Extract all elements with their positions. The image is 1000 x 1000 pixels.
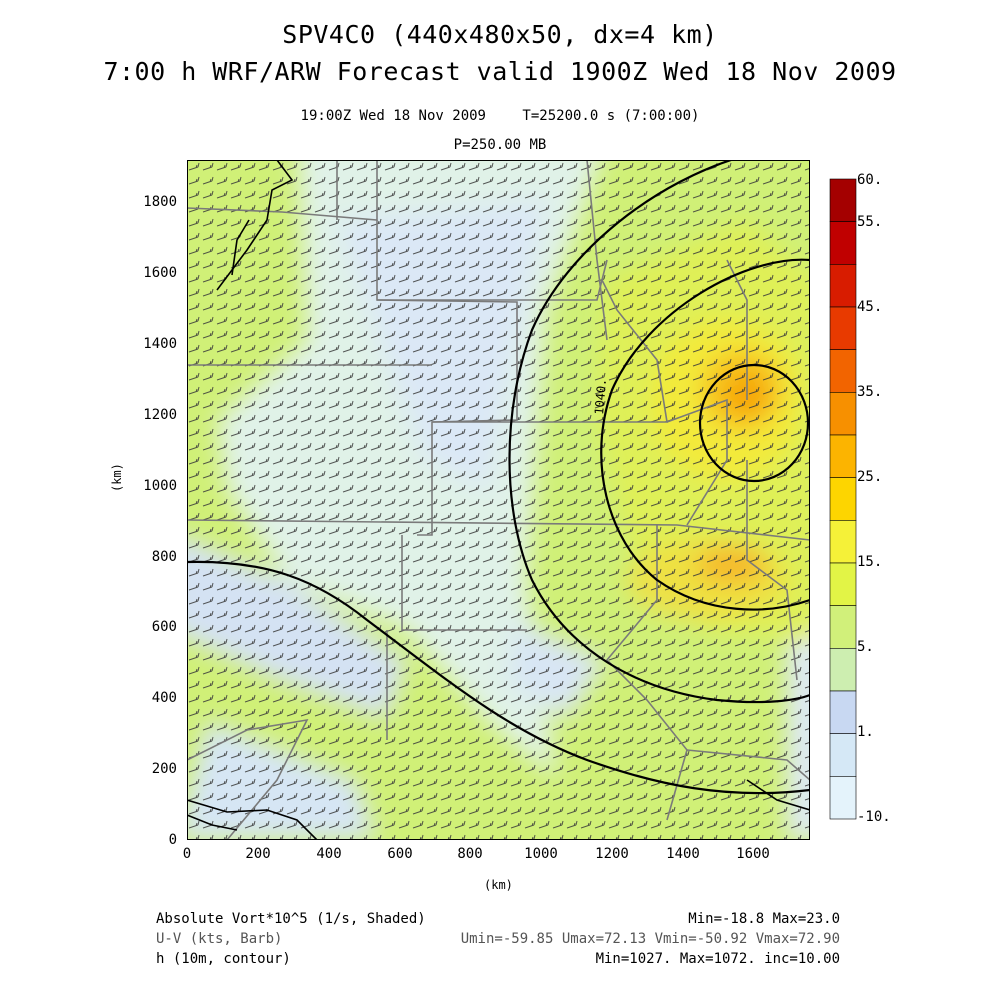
plot-frame bbox=[187, 160, 810, 840]
y-tick-1000: 1000 bbox=[143, 478, 177, 494]
field2-name: U-V (kts, Barb) bbox=[156, 931, 283, 947]
elapsed-time: T=25200.0 s (7:00:00) bbox=[522, 108, 700, 124]
y-tick-600: 600 bbox=[151, 619, 177, 635]
time-line: 19:00Z Wed 18 Nov 2009 T=25200.0 s (7:00… bbox=[0, 108, 1000, 124]
cbar-label-1: 1. bbox=[857, 724, 874, 740]
colorbar-segment bbox=[829, 306, 857, 350]
x-tick-1600: 1600 bbox=[736, 846, 770, 862]
colorbar-segment bbox=[829, 178, 857, 222]
coastline bbox=[187, 160, 810, 840]
colorbar-segment bbox=[829, 349, 857, 393]
field3-stats: Min=1027. Max=1072. inc=10.00 bbox=[595, 951, 840, 967]
x-tick-0: 0 bbox=[182, 846, 192, 862]
field3-name: h (10m, contour) bbox=[156, 951, 291, 967]
cbar-label-15: 15. bbox=[857, 554, 883, 570]
valid-time: 19:00Z Wed 18 Nov 2009 bbox=[300, 108, 486, 124]
colorbar-segment bbox=[829, 520, 857, 564]
cbar-label-60: 60. bbox=[857, 172, 883, 188]
x-tick-1000: 1000 bbox=[524, 846, 558, 862]
colorbar-segment bbox=[829, 690, 857, 734]
x-tick-400: 400 bbox=[316, 846, 342, 862]
plot-title: SPV4C0 (440x480x50, dx=4 km) bbox=[282, 20, 718, 49]
x-tick-200: 200 bbox=[245, 846, 271, 862]
cbar-label-45: 45. bbox=[857, 299, 883, 315]
colorbar-segment bbox=[829, 776, 857, 820]
x-tick-600: 600 bbox=[387, 846, 413, 862]
colorbar bbox=[829, 178, 857, 820]
x-axis-label: (km) bbox=[484, 878, 513, 892]
colorbar-segment bbox=[829, 562, 857, 606]
y-tick-400: 400 bbox=[151, 690, 177, 706]
y-axis-label: (km) bbox=[110, 463, 124, 492]
field1-name: Absolute Vort*10^5 (1/s, Shaded) bbox=[156, 911, 426, 927]
height-contours bbox=[187, 160, 810, 795]
x-tick-1200: 1200 bbox=[595, 846, 629, 862]
state-borders bbox=[187, 160, 810, 840]
y-tick-1200: 1200 bbox=[143, 407, 177, 423]
cbar-label-5: 5. bbox=[857, 639, 874, 655]
y-tick-1800: 1800 bbox=[143, 194, 177, 210]
forecast-title: 7:00 h WRF/ARW Forecast valid 1900Z Wed … bbox=[103, 57, 897, 86]
field1-stats: Min=-18.8 Max=23.0 bbox=[688, 911, 840, 927]
x-tick-800: 800 bbox=[457, 846, 483, 862]
y-tick-800: 800 bbox=[151, 549, 177, 565]
x-tick-1400: 1400 bbox=[666, 846, 700, 862]
map-plot: 1040. bbox=[187, 160, 810, 840]
wind-barbs bbox=[187, 160, 810, 840]
colorbar-segment bbox=[829, 477, 857, 521]
cbar-label-55: 55. bbox=[857, 214, 883, 230]
cbar-label-35: 35. bbox=[857, 384, 883, 400]
cbar-label-minus10: -10. bbox=[857, 809, 891, 825]
y-tick-1400: 1400 bbox=[143, 336, 177, 352]
colorbar-segment bbox=[829, 434, 857, 478]
cbar-label-25: 25. bbox=[857, 469, 883, 485]
colorbar-segment bbox=[829, 648, 857, 692]
y-tick-1600: 1600 bbox=[143, 265, 177, 281]
colorbar-segment bbox=[829, 733, 857, 777]
y-tick-0: 0 bbox=[168, 832, 177, 848]
field2-stats: Umin=-59.85 Umax=72.13 Vmin=-50.92 Vmax=… bbox=[460, 931, 840, 947]
colorbar-segment bbox=[829, 221, 857, 265]
contour-label: 1040. bbox=[592, 378, 609, 415]
colorbar-segment bbox=[829, 264, 857, 308]
colorbar-segment bbox=[829, 392, 857, 436]
colorbar-segment bbox=[829, 605, 857, 649]
pressure-level: P=250.00 MB bbox=[453, 137, 547, 153]
y-tick-200: 200 bbox=[151, 761, 177, 777]
